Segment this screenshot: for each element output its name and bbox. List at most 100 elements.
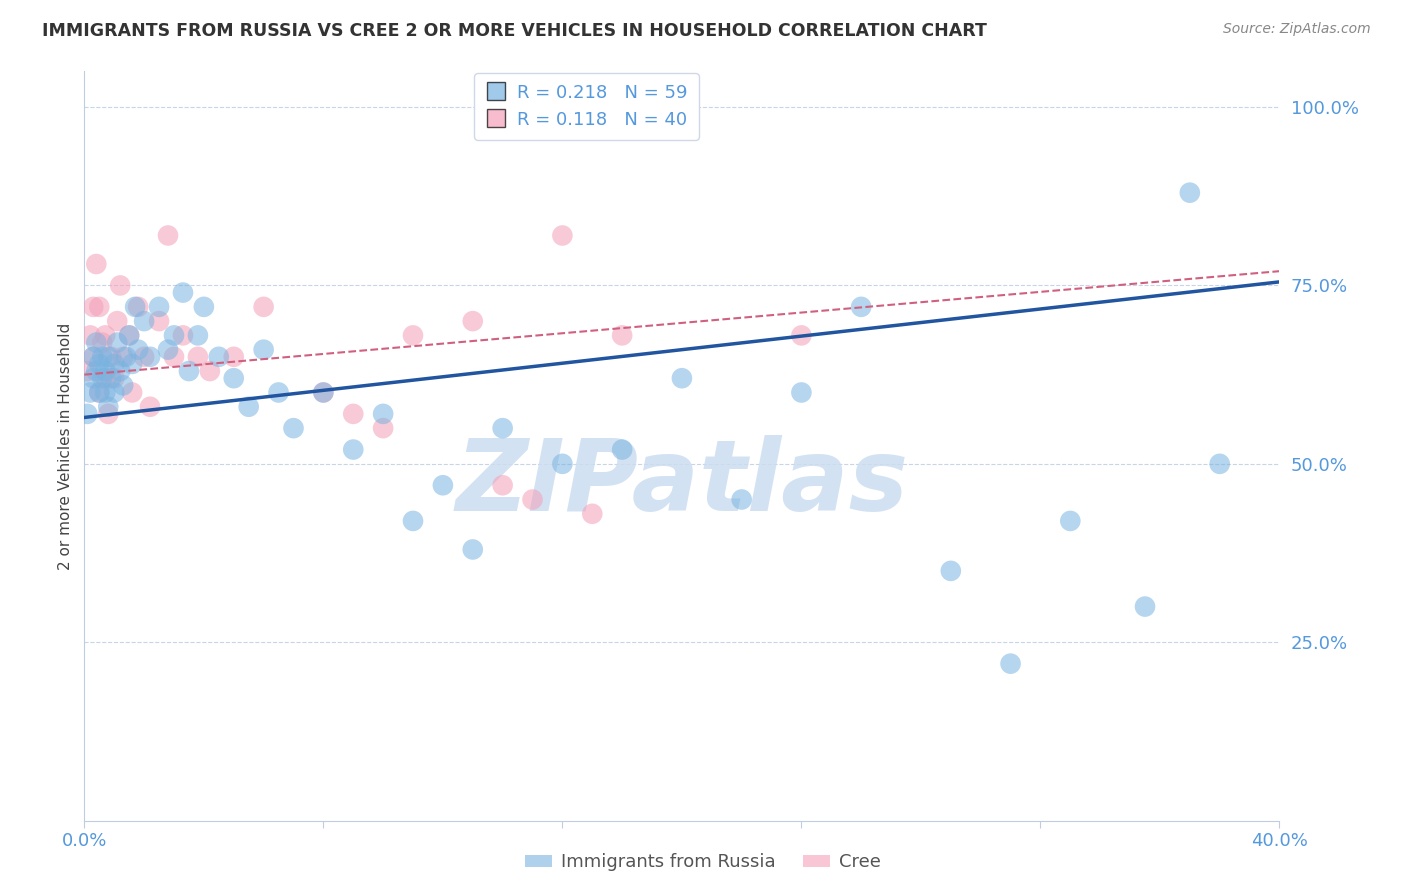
Point [103, 357, 125, 371]
Point [612, 442, 634, 457]
Point [581, 507, 603, 521]
Point [461, 542, 484, 557]
Point [551, 457, 574, 471]
Point [91, 371, 114, 385]
Point [121, 357, 143, 371]
Point [100, 350, 122, 364]
Point [86, 257, 108, 271]
Point [157, 228, 180, 243]
Point [157, 343, 180, 357]
Point [148, 314, 170, 328]
Point [89, 300, 111, 314]
Point [127, 300, 149, 314]
Point [94, 385, 117, 400]
Point [551, 228, 574, 243]
Point [373, 421, 395, 435]
Point [112, 350, 135, 364]
Point [267, 385, 290, 400]
Point [312, 385, 335, 400]
Point [86, 335, 108, 350]
Point [139, 400, 162, 414]
Point [522, 492, 544, 507]
Point [1133, 599, 1156, 614]
Legend: R = 0.218   N = 59, R = 0.118   N = 40: R = 0.218 N = 59, R = 0.118 N = 40 [474, 73, 699, 139]
Point [97, 350, 120, 364]
Point [124, 300, 146, 314]
Point [82, 371, 104, 385]
Point [1209, 457, 1232, 471]
Point [105, 314, 128, 328]
Point [373, 407, 395, 421]
Point [79, 385, 101, 400]
Point [402, 328, 425, 343]
Point [193, 300, 215, 314]
Point [187, 350, 209, 364]
Point [222, 371, 245, 385]
Point [312, 385, 335, 400]
Point [82, 350, 104, 364]
Point [222, 350, 245, 364]
Point [91, 350, 114, 364]
Point [432, 478, 454, 492]
Point [461, 314, 484, 328]
Point [103, 371, 125, 385]
Point [127, 343, 149, 357]
Point [103, 385, 125, 400]
Point [851, 300, 873, 314]
Point [132, 350, 156, 364]
Point [76, 407, 98, 421]
Point [172, 328, 194, 343]
Point [731, 492, 754, 507]
Point [163, 328, 186, 343]
Point [612, 328, 634, 343]
Point [82, 350, 104, 364]
Point [76, 364, 98, 378]
Point [492, 421, 515, 435]
Point [112, 378, 135, 392]
Y-axis label: 2 or more Vehicles in Household: 2 or more Vehicles in Household [58, 322, 73, 570]
Point [86, 364, 108, 378]
Point [94, 364, 117, 378]
Point [132, 314, 156, 328]
Point [89, 385, 111, 400]
Point [1000, 657, 1022, 671]
Point [121, 385, 143, 400]
Point [118, 328, 141, 343]
Point [118, 328, 141, 343]
Point [139, 350, 162, 364]
Text: ZIPatlas: ZIPatlas [456, 435, 908, 532]
Point [94, 371, 117, 385]
Point [342, 407, 364, 421]
Point [253, 343, 276, 357]
Point [208, 350, 231, 364]
Point [283, 421, 305, 435]
Point [148, 300, 170, 314]
Point [790, 385, 813, 400]
Point [82, 300, 104, 314]
Point [110, 278, 132, 293]
Point [97, 400, 120, 414]
Point [97, 407, 120, 421]
Point [89, 357, 111, 371]
Point [253, 300, 276, 314]
Point [100, 371, 122, 385]
Point [1059, 514, 1081, 528]
Point [402, 514, 425, 528]
Point [342, 442, 364, 457]
Point [94, 328, 117, 343]
Point [163, 350, 186, 364]
Point [105, 335, 128, 350]
Point [939, 564, 962, 578]
Point [177, 364, 200, 378]
Point [1178, 186, 1201, 200]
Text: Source: ZipAtlas.com: Source: ZipAtlas.com [1223, 22, 1371, 37]
Point [172, 285, 194, 300]
Point [115, 350, 138, 364]
Legend: Immigrants from Russia, Cree: Immigrants from Russia, Cree [517, 847, 889, 879]
Point [790, 328, 813, 343]
Point [671, 371, 693, 385]
Point [238, 400, 260, 414]
Point [91, 335, 114, 350]
Point [89, 385, 111, 400]
Point [198, 364, 221, 378]
